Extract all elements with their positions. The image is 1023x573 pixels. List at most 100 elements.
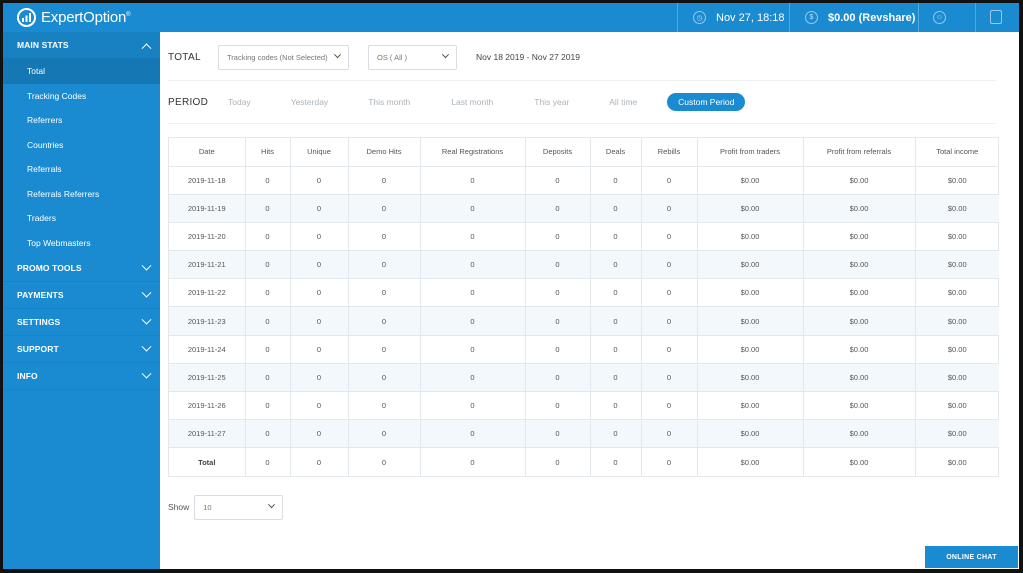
period-row: PERIOD Today Yesterday This month Last m…: [168, 93, 996, 111]
sidebar-item-total[interactable]: Total: [3, 59, 160, 84]
table-cell: 0: [290, 363, 349, 393]
tracking-codes-select[interactable]: Tracking codes (Not Selected): [218, 44, 349, 70]
period-today[interactable]: Today: [228, 97, 251, 107]
table-cell: 0: [590, 363, 642, 393]
table-cell: 0: [348, 194, 421, 223]
table-cell: $0.00: [803, 335, 916, 364]
table-cell: 0: [525, 222, 591, 252]
period-last-month[interactable]: Last month: [451, 97, 494, 107]
sidebar-item-referrals[interactable]: Referrals: [3, 157, 160, 182]
sidebar-item-countries[interactable]: Countries: [3, 133, 160, 158]
period-custom[interactable]: Custom Period: [667, 93, 746, 111]
table-cell: 2019-11-20: [169, 222, 246, 252]
clock-icon: ◷: [693, 11, 706, 24]
period-this-year[interactable]: This year: [534, 97, 570, 107]
table-cell: $0.00: [803, 194, 916, 223]
column-header[interactable]: Profit from traders: [697, 138, 804, 167]
table-cell: $0.00: [803, 250, 916, 280]
table-row: 2019-11-26 0 0 0 0 0 0 0 $0.00 $0.00 $0.00: [169, 391, 999, 421]
table-cell: $0.00: [697, 391, 804, 421]
column-header[interactable]: Unique: [290, 138, 349, 167]
table-cell: 0: [420, 166, 526, 195]
column-header[interactable]: Deposits: [525, 138, 591, 167]
sidebar-section-support[interactable]: SUPPORT: [3, 336, 160, 363]
table-row: 2019-11-22 0 0 0 0 0 0 0 $0.00 $0.00 $0.00: [169, 278, 999, 308]
section-label: INFO: [17, 371, 38, 381]
balance-text: $0.00 (Revshare): [828, 11, 916, 24]
table-cell: 0: [245, 194, 291, 223]
table-cell: 0: [245, 335, 291, 364]
table-cell: 0: [348, 335, 421, 364]
select-value: OS ( All ): [377, 52, 408, 62]
chevron-down-icon: [141, 341, 152, 352]
column-header[interactable]: Deals: [590, 138, 642, 167]
sidebar-item-tracking-codes[interactable]: Tracking Codes: [3, 84, 160, 109]
column-header[interactable]: Date: [169, 138, 246, 167]
sidebar-section-main-stats[interactable]: MAIN STATS: [3, 32, 160, 59]
section-label: SUPPORT: [17, 344, 59, 354]
chevron-down-icon: [333, 50, 342, 58]
column-header[interactable]: Total income: [915, 138, 999, 167]
column-header[interactable]: Real Registrations: [420, 138, 526, 167]
table-cell: 0: [290, 335, 349, 364]
table-cell: 0: [590, 166, 642, 195]
sidebar-item-referrers[interactable]: Referrers: [3, 108, 160, 133]
period-this-month[interactable]: This month: [368, 97, 411, 107]
table-cell: $0.00: [697, 447, 804, 477]
column-header[interactable]: Profit from referrals: [803, 138, 916, 167]
os-select[interactable]: OS ( All ): [368, 44, 457, 70]
divider: [168, 123, 996, 124]
sidebar-section-settings[interactable]: SETTINGS: [3, 309, 160, 336]
table-cell: 0: [245, 391, 291, 421]
table-cell: $0.00: [803, 166, 916, 195]
period-all-time[interactable]: All time: [609, 97, 638, 107]
table-cell: 0: [590, 222, 642, 252]
table-cell: 0: [641, 194, 698, 223]
profile-button[interactable]: ☺: [933, 3, 946, 32]
table-cell: $0.00: [803, 306, 916, 336]
page-size-select[interactable]: 10: [194, 494, 284, 520]
table-cell: 0: [290, 306, 349, 336]
stats-table: Date Hits Unique Demo Hits Real Registra…: [168, 137, 999, 478]
show-label: Show: [168, 502, 190, 512]
period-yesterday[interactable]: Yesterday: [290, 97, 329, 107]
logout-icon[interactable]: [990, 10, 1002, 24]
table-cell: $0.00: [803, 391, 916, 421]
table-cell: 0: [420, 335, 526, 364]
column-header[interactable]: Hits: [245, 138, 291, 167]
table-cell: 2019-11-24: [169, 335, 246, 364]
table-cell: 0: [348, 306, 421, 336]
table-cell: 0: [420, 278, 526, 308]
section-label: PAYMENTS: [17, 290, 64, 300]
date-range[interactable]: Nov 18 2019 - Nov 27 2019: [476, 52, 580, 62]
page-title: TOTAL: [168, 51, 201, 63]
chevron-down-icon: [141, 368, 152, 379]
sidebar-section-info[interactable]: INFO: [3, 363, 160, 390]
table-cell: $0.00: [697, 419, 804, 449]
table-cell: 0: [525, 166, 591, 195]
sidebar-section-payments[interactable]: PAYMENTS: [3, 282, 160, 309]
sidebar-item-referrals-referrers[interactable]: Referrals Referrers: [3, 182, 160, 207]
sidebar-item-top-webmasters[interactable]: Top Webmasters: [3, 231, 160, 256]
online-chat-button[interactable]: ONLINE CHAT: [925, 546, 1018, 568]
sidebar-item-label: Referrals Referrers: [27, 188, 100, 199]
table-cell: 0: [348, 447, 421, 477]
chevron-down-icon: [441, 50, 450, 58]
table-row: 2019-11-27 0 0 0 0 0 0 0 $0.00 $0.00 $0.00: [169, 419, 999, 449]
table-cell: 0: [641, 222, 698, 252]
table-cell: 0: [641, 363, 698, 393]
table-cell: 0: [348, 166, 421, 195]
table-cell: 0: [525, 363, 591, 393]
logo[interactable]: ExpertOption®: [17, 7, 131, 28]
column-header[interactable]: Demo Hits: [348, 138, 421, 167]
balance-display[interactable]: $ $0.00 (Revshare): [805, 3, 915, 32]
table-cell: 0: [641, 166, 698, 195]
column-header[interactable]: Rebills: [641, 138, 698, 167]
main-content: TOTAL Tracking codes (Not Selected) OS (…: [160, 32, 1019, 569]
sidebar-item-label: Referrers: [27, 115, 63, 126]
filter-row: TOTAL Tracking codes (Not Selected) OS (…: [168, 44, 996, 70]
table-cell: $0.00: [697, 363, 804, 393]
sidebar-section-promo-tools[interactable]: PROMO TOOLS: [3, 255, 160, 282]
sidebar-item-traders[interactable]: Traders: [3, 206, 160, 231]
table-cell: $0.00: [803, 419, 916, 449]
